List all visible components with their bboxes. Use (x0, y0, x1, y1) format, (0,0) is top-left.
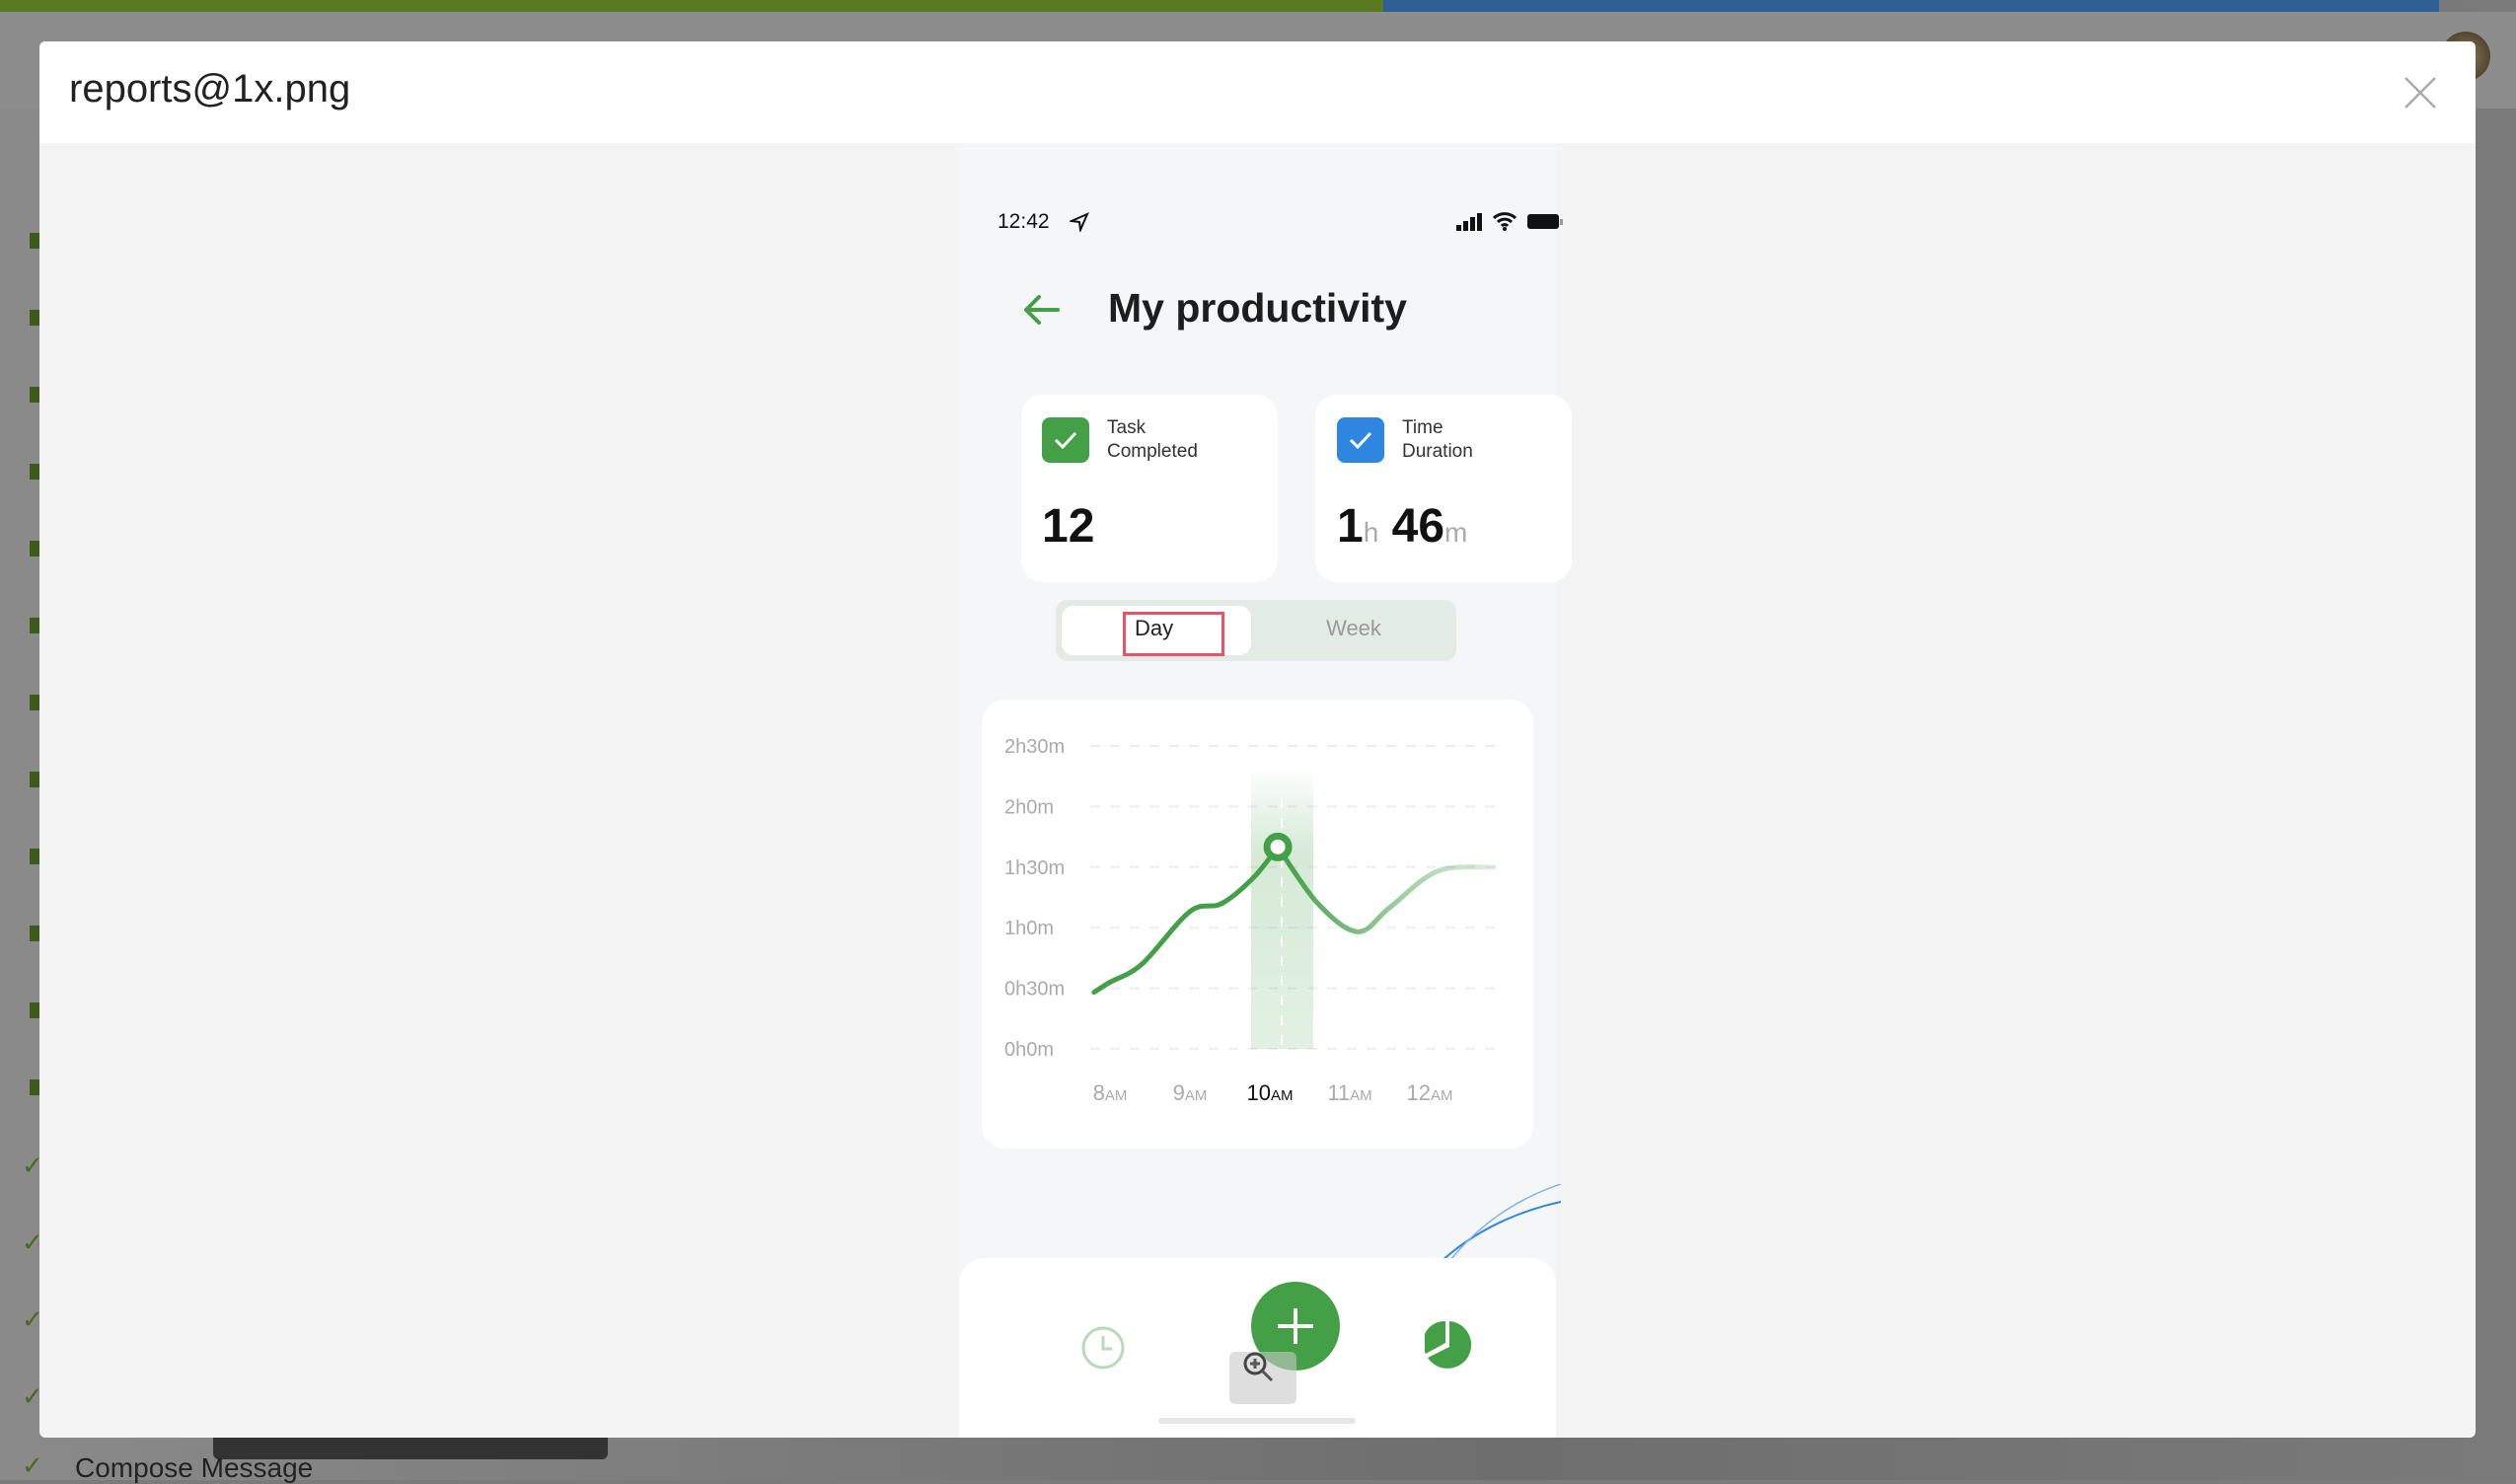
list-marker (30, 1079, 39, 1095)
card-label-line: Duration (1402, 441, 1473, 462)
task-completed-card: Task Completed 12 (1021, 395, 1278, 582)
period-toggle: Day Week (1056, 600, 1456, 661)
list-marker (30, 464, 39, 480)
card-label-line: Time (1402, 417, 1443, 438)
check-icon: ✓ (22, 1150, 43, 1180)
minutes-unit: m (1444, 517, 1468, 548)
y-tick-label: 1h0m (1004, 918, 1054, 939)
y-tick-label: 1h30m (1004, 857, 1065, 879)
duration-value: 1h 46m (1337, 499, 1467, 554)
bottom-nav (959, 1258, 1556, 1438)
check-icon: ✓ (22, 1227, 43, 1257)
check-icon: ✓ (22, 1304, 43, 1334)
y-tick-label: 2h30m (1004, 736, 1065, 758)
task-count: 12 (1042, 500, 1095, 553)
check-icon (1337, 417, 1384, 463)
hours-unit: h (1363, 517, 1379, 548)
card-label: Time Duration (1402, 416, 1473, 464)
x-tick-label: 10AM (1247, 1080, 1294, 1105)
modal-title: reports@1x.png (69, 67, 351, 111)
page-title: My productivity (1108, 285, 1407, 331)
time-duration-card: Time Duration 1h 46m (1315, 395, 1572, 582)
signal-icon (1456, 213, 1482, 231)
list-marker (30, 849, 39, 864)
y-tick-label: 0h0m (1004, 1039, 1054, 1061)
check-icon: ✓ (22, 1381, 43, 1411)
y-tick-label: 0h30m (1004, 979, 1065, 1001)
list-marker (30, 310, 39, 326)
zoom-in-icon (1243, 1352, 1274, 1382)
back-arrow-icon[interactable] (1022, 293, 1062, 327)
x-tick-label: 11AM (1327, 1080, 1371, 1105)
list-marker (30, 1002, 39, 1018)
battery-icon (1527, 214, 1563, 229)
productivity-chart: 0h0m 0h30m 1h0m 1h30m 2h0m 2h30m 8AM 9AM 10AM 11A… (1004, 736, 1500, 1105)
list-marker (30, 233, 39, 249)
top-bar-green (0, 0, 1383, 12)
hours-value: 1 (1337, 500, 1364, 553)
x-tick-label: 12AM (1407, 1080, 1453, 1105)
card-label: Task Completed (1107, 416, 1198, 464)
minutes-value: 46 (1391, 500, 1445, 553)
zoom-in-overlay[interactable] (1229, 1352, 1296, 1404)
list-marker (30, 541, 39, 556)
list-marker (30, 618, 39, 633)
home-indicator (1158, 1418, 1356, 1424)
card-label-line: Completed (1107, 441, 1198, 462)
card-label-line: Task (1107, 417, 1147, 438)
pie-chart-icon[interactable] (1425, 1319, 1474, 1371)
list-marker (30, 695, 39, 710)
x-tick-label: 9AM (1173, 1080, 1208, 1105)
wifi-icon (1492, 212, 1517, 231)
check-icon (1042, 417, 1089, 463)
series-line-faded (1275, 844, 1497, 934)
highlight-column (1251, 767, 1313, 1049)
status-time: 12:42 (998, 210, 1050, 233)
top-bar-blue (1383, 0, 2439, 12)
list-marker (30, 387, 39, 403)
check-icon: ✓ (22, 1450, 43, 1480)
image-preview-modal: reports@1x.png 12:42 My productivity Tas… (39, 41, 2476, 1438)
close-icon[interactable] (2403, 75, 2438, 111)
location-arrow-icon (1070, 212, 1089, 232)
series-line (1091, 844, 1281, 996)
x-tick-label: 8AM (1093, 1080, 1128, 1105)
plus-icon (1278, 1308, 1313, 1344)
clock-icon[interactable] (1080, 1325, 1126, 1371)
peak-marker (1263, 832, 1293, 861)
list-marker (30, 926, 39, 941)
productivity-chart-card: 0h0m 0h30m 1h0m 1h30m 2h0m 2h30m 8AM 9AM 10AM 11A… (982, 700, 1533, 1149)
y-tick-label: 2h0m (1004, 796, 1054, 818)
modal-header: reports@1x.png (39, 41, 2476, 143)
list-marker (30, 772, 39, 787)
background-panel (213, 1438, 608, 1459)
tab-day-label[interactable]: Day (1135, 616, 1174, 640)
highlight-box (1123, 612, 1224, 656)
phone-screen: 12:42 My productivity Task Completed 12 T… (959, 143, 1572, 1438)
tab-week[interactable]: Week (1326, 616, 1381, 640)
compose-message-item[interactable]: Compose Message (75, 1452, 314, 1483)
